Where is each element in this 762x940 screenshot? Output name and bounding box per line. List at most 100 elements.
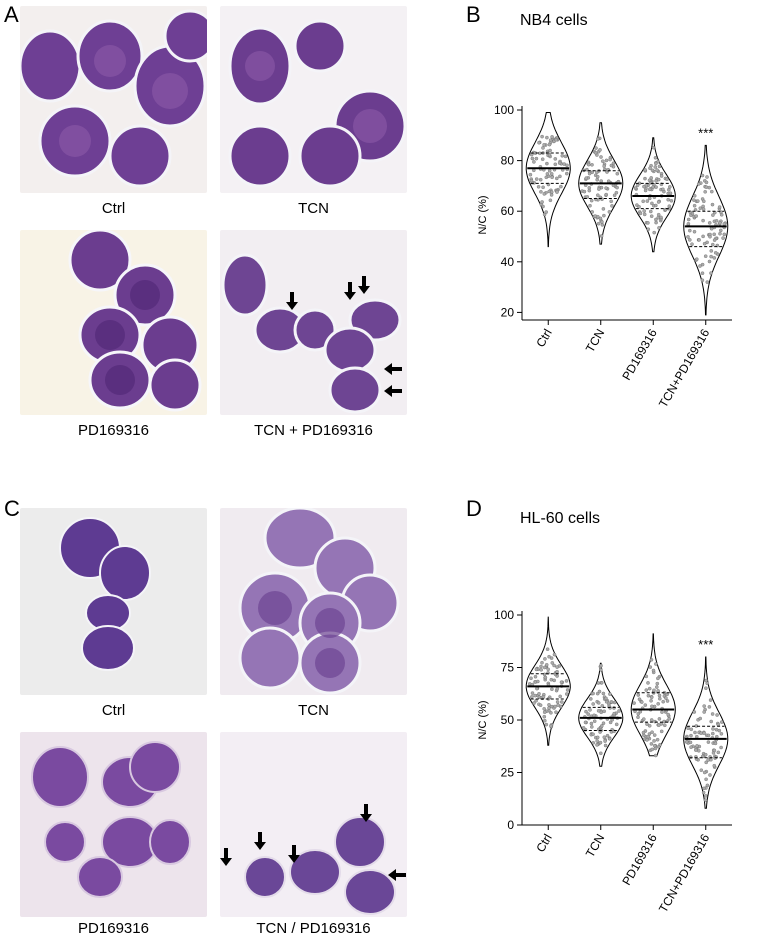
data-point <box>649 695 654 700</box>
data-point <box>557 161 562 165</box>
data-point <box>701 790 706 795</box>
data-point <box>695 744 699 748</box>
data-point <box>648 665 653 669</box>
data-point <box>593 151 598 155</box>
data-point <box>656 745 661 749</box>
data-point <box>686 726 690 730</box>
data-point <box>655 737 660 742</box>
data-point <box>565 171 569 176</box>
data-point <box>653 156 658 160</box>
y-tick-label: 100 <box>494 608 514 622</box>
data-point <box>547 706 551 710</box>
data-point <box>552 678 556 683</box>
data-point <box>586 712 590 716</box>
data-point <box>701 207 706 211</box>
data-point <box>718 231 722 236</box>
data-point <box>550 175 554 180</box>
data-point <box>705 783 710 788</box>
data-point <box>703 254 708 258</box>
data-point <box>697 749 701 753</box>
data-point <box>637 697 642 701</box>
data-point <box>643 176 647 181</box>
data-point <box>555 669 559 674</box>
data-point <box>704 777 708 782</box>
data-point <box>695 734 699 739</box>
panel-letter-b: B <box>466 2 481 27</box>
data-point <box>714 727 719 732</box>
data-point <box>650 730 654 734</box>
data-point <box>659 215 663 220</box>
data-point <box>650 168 655 173</box>
data-point <box>558 174 562 179</box>
data-point <box>686 217 691 222</box>
data-point <box>556 703 560 707</box>
caption-a-pd169316: PD169316 <box>78 422 149 439</box>
data-point <box>701 204 705 209</box>
data-point <box>653 165 658 169</box>
data-point <box>700 754 705 759</box>
data-point <box>653 753 658 758</box>
data-point <box>540 134 544 139</box>
data-point <box>706 740 711 744</box>
data-point <box>596 701 601 705</box>
data-point <box>599 668 603 672</box>
data-point <box>692 710 697 714</box>
data-point <box>650 201 654 206</box>
data-point <box>704 686 708 690</box>
data-point <box>662 719 666 724</box>
data-point <box>704 760 708 765</box>
data-point <box>540 200 544 204</box>
data-point <box>609 163 614 168</box>
data-point <box>612 700 617 705</box>
data-point <box>535 686 539 691</box>
data-point <box>699 731 703 735</box>
data-point <box>659 174 664 178</box>
data-point <box>709 249 714 253</box>
y-tick-label: 20 <box>501 305 515 319</box>
data-point <box>542 714 547 719</box>
violin-1 <box>525 616 571 746</box>
data-point <box>584 709 588 714</box>
data-point <box>549 711 553 715</box>
data-point <box>565 163 569 168</box>
data-point <box>530 695 534 699</box>
data-point <box>719 213 724 217</box>
x-tick-label: TCN <box>583 832 607 860</box>
data-point <box>695 257 699 261</box>
y-axis-label: N/C (%) <box>477 700 489 739</box>
data-point <box>693 730 697 735</box>
data-point <box>532 701 536 705</box>
data-point <box>600 220 604 224</box>
data-point <box>686 222 691 226</box>
data-point <box>656 212 661 217</box>
chart-title-d: HL-60 cells <box>520 510 601 527</box>
data-point <box>549 724 553 728</box>
significance-label: *** <box>698 125 713 140</box>
data-point <box>581 726 586 730</box>
data-point <box>592 719 597 723</box>
data-point <box>583 720 588 725</box>
caption-a-ctrl: Ctrl <box>101 200 126 217</box>
data-point <box>666 712 670 717</box>
data-point <box>658 696 662 701</box>
data-point <box>640 700 644 704</box>
data-point <box>614 190 619 195</box>
data-point <box>709 254 713 259</box>
data-point <box>615 185 619 190</box>
data-point <box>612 193 617 198</box>
data-point <box>590 163 594 167</box>
data-point <box>604 700 609 704</box>
data-point <box>536 185 541 189</box>
data-point <box>642 212 647 217</box>
data-point <box>587 171 592 176</box>
data-point <box>654 161 658 166</box>
caption-a-tcn-pd169316: TCN + PD169316 <box>254 422 373 439</box>
data-point <box>712 256 717 260</box>
data-point <box>703 190 707 194</box>
data-point <box>592 713 596 718</box>
data-point <box>689 727 694 732</box>
data-point <box>692 229 697 234</box>
data-point <box>602 735 607 739</box>
data-point <box>600 223 605 227</box>
data-point <box>563 154 568 159</box>
